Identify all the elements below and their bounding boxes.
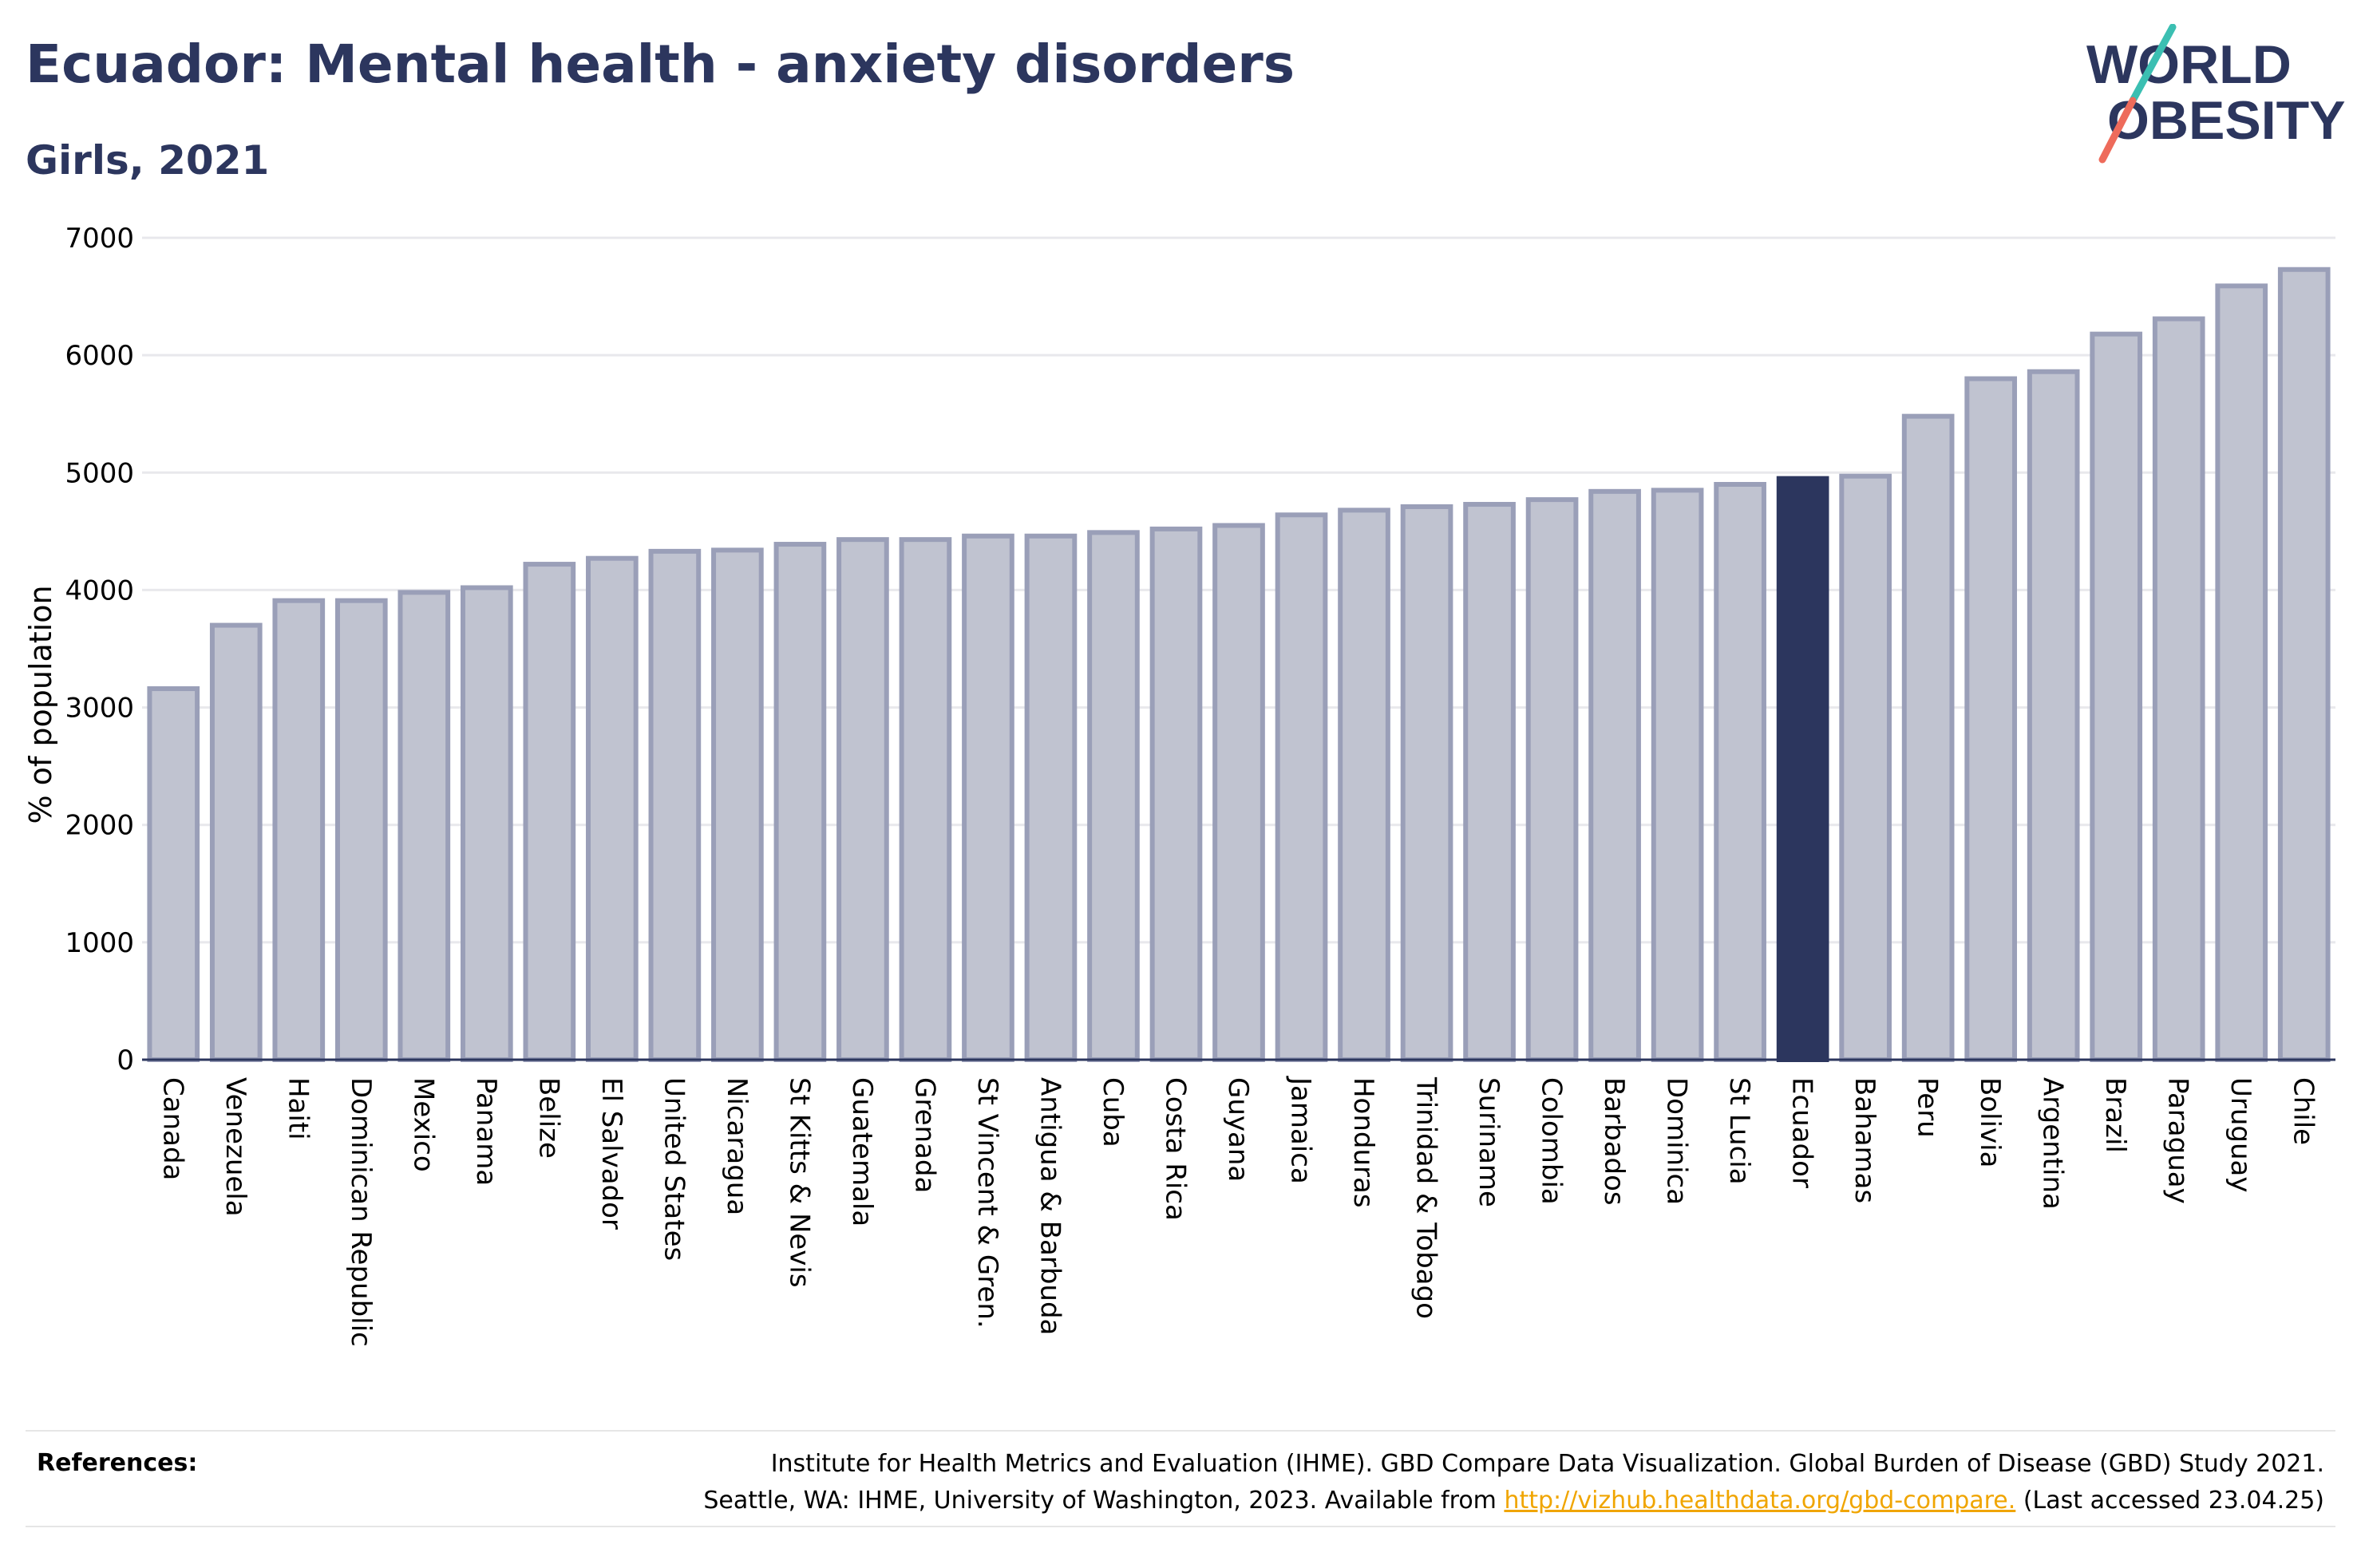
bar-el-salvador [586, 555, 639, 1062]
x-tick-label: Bolivia [1974, 1077, 2006, 1167]
bar-canada [147, 686, 200, 1062]
logo-line-1: WORLD [2086, 34, 2292, 95]
bar-grenada [899, 537, 952, 1062]
bar-dominican-republic [334, 598, 388, 1062]
x-tick-label: Dominica [1661, 1077, 1693, 1205]
logo-slash-teal [2129, 24, 2177, 105]
reference-line-2: Seattle, WA: IHME, University of Washing… [488, 1483, 2324, 1519]
y-tick-label: 0 [117, 1045, 134, 1076]
x-tick-label: Costa Rica [1159, 1077, 1191, 1221]
x-tick-label: Peru [1912, 1077, 1944, 1138]
bar-venezuela [209, 622, 263, 1062]
bar-panama [460, 585, 513, 1062]
x-tick-label: St Vincent & Gren. [971, 1077, 1003, 1329]
bar-nicaragua [711, 547, 764, 1062]
y-tick-label: 2000 [65, 810, 134, 842]
bar-guyana [1212, 523, 1265, 1062]
references-label: References: [37, 1449, 198, 1477]
x-tick-label: Mexico [407, 1077, 439, 1172]
bar-united-states [648, 548, 702, 1062]
x-tick-label: Belize [532, 1077, 564, 1159]
x-tick-label: Antigua & Barbuda [1034, 1077, 1066, 1335]
reference-link[interactable]: http://vizhub.healthdata.org/gbd-compare… [1504, 1487, 2016, 1515]
x-tick-label: Argentina [2037, 1077, 2069, 1210]
bar-dominica [1651, 488, 1704, 1062]
x-tick-label: Venezuela [219, 1077, 251, 1217]
references-divider-top [26, 1430, 2335, 1432]
bar-jamaica [1275, 512, 1328, 1062]
x-tick-label: Chile [2288, 1077, 2319, 1145]
y-tick-label: 5000 [65, 457, 134, 489]
x-tick-label: Panama [470, 1077, 502, 1186]
bar-costa-rica [1149, 526, 1203, 1062]
x-tick-label: Brazil [2099, 1077, 2131, 1153]
bar-bolivia [1964, 376, 2018, 1063]
x-tick-label: Uruguay [2225, 1077, 2256, 1193]
bar-bahamas [1839, 473, 1892, 1062]
bar-suriname [1463, 502, 1516, 1062]
x-tick-label: Canada [156, 1077, 188, 1180]
x-tick-label: Haiti [282, 1077, 314, 1140]
bar-cuba [1087, 530, 1140, 1062]
bar-belize [523, 562, 576, 1062]
bar-st-lucia [1714, 482, 1766, 1062]
references-divider-bottom [26, 1526, 2335, 1527]
y-tick-label: 3000 [65, 693, 134, 725]
x-tick-label: Suriname [1473, 1077, 1505, 1207]
reference-line-1: Institute for Health Metrics and Evaluat… [770, 1450, 2324, 1478]
x-tick-label: Ecuador [1786, 1077, 1818, 1188]
reference-line-2-text: Seattle, WA: IHME, University of Washing… [703, 1487, 1505, 1515]
bar-chile [2277, 267, 2331, 1062]
y-tick-label: 6000 [65, 340, 134, 372]
x-tick-label: Dominican Republic [345, 1077, 377, 1347]
chart-title: Ecuador: Mental health - anxiety disorde… [26, 34, 1295, 95]
world-obesity-logo: WORLD OBESITY [2086, 24, 2346, 164]
bar-trinidad-tobago [1400, 504, 1453, 1062]
chart-subtitle: Girls, 2021 [26, 137, 270, 184]
x-tick-label: Barbados [1598, 1077, 1630, 1206]
bar-antigua-barbuda [1024, 533, 1078, 1062]
bar-haiti [272, 598, 326, 1062]
references-text: Institute for Health Metrics and Evaluat… [488, 1446, 2324, 1519]
x-tick-label: St Kitts & Nevis [783, 1077, 815, 1288]
bar-guatemala [836, 537, 889, 1062]
logo-line-2: OBESITY [2107, 90, 2346, 151]
x-tick-label: Trinidad & Tobago [1410, 1076, 1442, 1319]
x-tick-label: St Lucia [1723, 1077, 1755, 1185]
bar-st-vincent-gren- [962, 533, 1014, 1062]
bar-chart: 0 1000 2000 3000 4000 5000 6000 7000 % of popula… [23, 223, 2335, 1347]
x-tick-label: United States [658, 1077, 690, 1261]
x-tick-label: Guyana [1222, 1077, 1254, 1182]
y-axis-label: % of population [23, 585, 58, 823]
x-tick-label: Bahamas [1849, 1077, 1880, 1203]
reference-line-2-suffix: (Last accessed 23.04.25) [2015, 1487, 2324, 1515]
x-tick-label: Grenada [908, 1077, 940, 1193]
bar-mexico [397, 590, 451, 1062]
y-tick-label: 4000 [65, 575, 134, 606]
bar-argentina [2027, 369, 2080, 1062]
bar-colombia [1525, 497, 1579, 1062]
logo-slash-coral [2098, 97, 2137, 164]
bar-uruguay [2215, 283, 2268, 1063]
bar-peru [1901, 413, 1955, 1062]
x-tick-label: Jamaica [1285, 1076, 1317, 1184]
x-tick-label: Nicaragua [721, 1077, 753, 1215]
x-tick-label: Guatemala [846, 1077, 878, 1226]
x-tick-label: Colombia [1536, 1077, 1568, 1205]
x-tick-label: Paraguay [2162, 1077, 2194, 1204]
bar-paraguay [2152, 316, 2205, 1062]
x-tick-label: Honduras [1347, 1077, 1379, 1208]
bar-ecuador [1776, 476, 1829, 1062]
bar-honduras [1338, 508, 1390, 1062]
x-tick-label: Cuba [1097, 1077, 1129, 1147]
y-tick-label: 7000 [65, 223, 134, 255]
bar-barbados [1588, 488, 1641, 1062]
bar-brazil [2090, 331, 2143, 1062]
bar-st-kitts-nevis [773, 542, 827, 1062]
x-tick-label: El Salvador [595, 1077, 627, 1230]
y-tick-label: 1000 [65, 927, 134, 959]
